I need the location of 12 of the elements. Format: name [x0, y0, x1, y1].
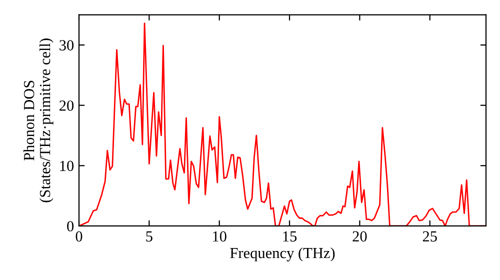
y-tick-label: 20: [60, 100, 74, 111]
x-tick-label: 10: [213, 231, 226, 242]
y-axis-title: Phonon DOS (States/THz·primitive cell): [23, 38, 54, 202]
x-tick-label: 5: [146, 231, 152, 242]
y-tick-label: 10: [60, 160, 74, 172]
x-axis-title: Frequency (THz): [230, 247, 335, 262]
x-tick-label: 20: [352, 231, 367, 242]
x-tick-label: 0: [76, 231, 82, 242]
y-tick-label: 30: [60, 40, 74, 50]
x-tick-label: 15: [283, 231, 297, 242]
x-tick-label: 25: [422, 231, 437, 242]
y-tick-label: 0: [67, 221, 74, 232]
